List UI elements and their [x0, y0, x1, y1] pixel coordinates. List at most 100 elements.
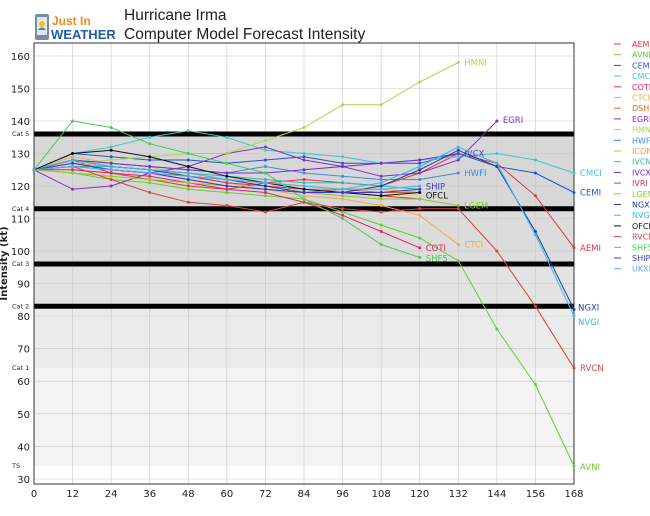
series-point-ivcn	[263, 178, 267, 181]
series-end-label-cemi: CEMI	[580, 189, 601, 199]
series-end-label-shf5: SHF5	[426, 255, 448, 265]
series-end-label-ngxi: NGXI	[578, 304, 599, 314]
series-point-ivcx	[341, 165, 345, 168]
series-point-cemi	[148, 158, 152, 162]
legend-entry-ship: SHIP	[632, 254, 650, 263]
series-point-coti	[379, 230, 383, 233]
series-point-avni	[341, 210, 345, 214]
series-point-shf5	[225, 161, 229, 165]
x-tick-label: 132	[449, 489, 468, 500]
y-tick-label: 140	[11, 117, 30, 128]
series-point-lgem	[379, 197, 383, 201]
series-end-label-lgem: LGEM	[464, 202, 488, 212]
series-point-ship	[225, 184, 229, 188]
x-tick-label: 120	[410, 489, 429, 500]
series-point-coti	[71, 168, 75, 172]
series-point-cemi	[341, 161, 345, 165]
series-point-ofcl	[225, 174, 229, 178]
series-point-shf5	[186, 152, 190, 155]
series-point-ukxi	[225, 178, 229, 181]
series-point-egri	[418, 171, 422, 175]
series-end-label-ctci: CTCI	[464, 241, 483, 251]
series-point-rvcn	[148, 191, 152, 194]
legend-entry-ngxi: NGXI	[632, 201, 650, 210]
chart-subtitle: Computer Model Forecast Intensity	[124, 26, 366, 43]
category-label: Cat 3	[12, 260, 29, 268]
series-point-egri	[302, 158, 306, 162]
series-point-ship	[302, 191, 306, 194]
series-point-shf5	[341, 217, 345, 220]
series-point-ivcx	[186, 168, 190, 172]
series-point-coti	[148, 174, 152, 178]
series-point-ofcl	[71, 152, 75, 155]
series-point-cmci	[572, 171, 576, 175]
series-point-lgem	[71, 171, 75, 175]
series-point-egri	[456, 158, 460, 162]
series-point-ukxi	[109, 168, 113, 172]
series-point-cemi	[302, 155, 306, 159]
series-point-ctci	[418, 213, 422, 217]
series-point-ukxi	[379, 187, 383, 191]
series-point-hmni	[109, 158, 113, 162]
legend-entry-egri: EGRI	[632, 115, 650, 124]
series-point-shf5	[109, 126, 113, 129]
series-point-avni	[533, 382, 537, 386]
series-point-ship	[186, 178, 190, 181]
series-point-rvcn	[572, 366, 576, 370]
series-point-ivcx	[379, 161, 383, 165]
series-point-coti	[341, 213, 345, 217]
series-point-ofcl	[109, 148, 113, 152]
series-point-egri	[71, 187, 75, 191]
series-point-shf5	[71, 119, 75, 123]
series-point-nvgi	[186, 171, 190, 175]
series-point-hmni	[418, 80, 422, 84]
series-point-ship	[379, 191, 383, 194]
series-point-avni	[263, 194, 267, 198]
x-tick-label: 36	[143, 489, 156, 500]
series-point-avni	[495, 327, 499, 331]
series-point-ship	[71, 161, 75, 165]
series-point-ctci	[456, 243, 460, 246]
series-point-rvcn	[379, 210, 383, 214]
series-point-lgem	[341, 194, 345, 198]
series-point-hmni	[379, 103, 383, 107]
series-point-ivcx	[418, 158, 422, 162]
series-point-cmci	[533, 158, 537, 162]
just-in-weather-logo: Just In WEATHER	[34, 12, 118, 44]
series-point-rvcn	[225, 204, 229, 207]
x-tick-label: 156	[526, 489, 545, 500]
x-tick-label: 96	[336, 489, 349, 500]
series-end-label-rvcn: RVCN	[580, 364, 604, 374]
series-end-label-hwfi: HWFI	[464, 169, 486, 179]
legend-entry-ctci: CTCI	[632, 94, 650, 103]
legend-entry-lgem: LGEM	[632, 190, 650, 199]
series-end-label-ivcx: IVCX	[464, 150, 484, 160]
series-point-hmni	[456, 61, 460, 64]
legend-entry-coti: COTI	[632, 83, 650, 92]
series-point-ivcx	[302, 168, 306, 172]
x-tick-label: 24	[105, 489, 118, 500]
category-label: Cat 2	[12, 302, 29, 310]
series-point-hmni	[263, 139, 267, 142]
y-tick-label: 80	[17, 312, 30, 323]
y-tick-label: 70	[17, 345, 30, 356]
legend-entry-ukxi: UKXI	[632, 265, 650, 274]
legend-entry-cmci: CMCI	[632, 72, 650, 81]
series-point-ivcx	[109, 161, 113, 165]
legend-entry-cemi: CEMI	[632, 61, 650, 70]
series-end-label-ship: SHIP	[426, 182, 445, 192]
series-point-hwfi	[418, 178, 422, 181]
series-end-label-aemi: AEMI	[580, 244, 601, 254]
series-point-ukxi	[186, 174, 190, 178]
series-point-rvcn	[456, 207, 460, 211]
series-point-ofcl	[186, 165, 190, 168]
series-point-ctci	[302, 194, 306, 198]
x-tick-label: 0	[31, 489, 37, 500]
category-label: Cat 5	[12, 130, 29, 138]
y-axis-label: Intensity (kt)	[0, 226, 10, 300]
series-point-cmci	[186, 129, 190, 133]
series-point-ukxi	[71, 165, 75, 168]
series-point-coti	[418, 246, 422, 250]
series-point-egri	[495, 119, 499, 123]
